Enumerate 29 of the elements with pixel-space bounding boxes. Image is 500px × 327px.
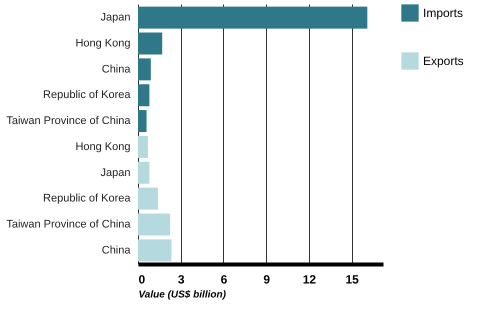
x-axis-title: Value (US$ billion) (138, 290, 227, 300)
x-tick-label: 0 (138, 272, 146, 286)
x-tick-label: 3 (178, 272, 185, 286)
bar (138, 58, 151, 80)
bar (138, 239, 172, 262)
bar (138, 32, 162, 54)
y-tick-label: Hong Kong (75, 37, 130, 50)
bar (138, 188, 158, 210)
legend-label: Imports (423, 6, 464, 20)
bar (138, 110, 147, 132)
y-tick-label: Hong Kong (75, 140, 130, 153)
y-tick-label: Japan (100, 166, 130, 179)
y-tick-label: Republic of Korea (43, 192, 132, 205)
x-tick-label: 6 (220, 272, 228, 286)
y-tick-label: Republic of Korea (43, 89, 132, 102)
x-tick-label: 9 (263, 272, 270, 286)
bar (138, 162, 150, 184)
bar (138, 84, 150, 106)
y-tick-label: Taiwan Province of China (6, 218, 132, 231)
bar (138, 6, 368, 29)
y-tick-label: Taiwan Province of China (6, 115, 132, 128)
y-tick-label: China (102, 63, 132, 76)
x-tick-label: 15 (345, 272, 360, 286)
x-tick-label: 12 (302, 272, 316, 286)
bar (138, 214, 170, 236)
bar (138, 136, 148, 158)
y-tick-label: Japan (100, 12, 130, 24)
y-tick-label: China (102, 244, 132, 256)
legend-label: Exports (423, 54, 464, 68)
